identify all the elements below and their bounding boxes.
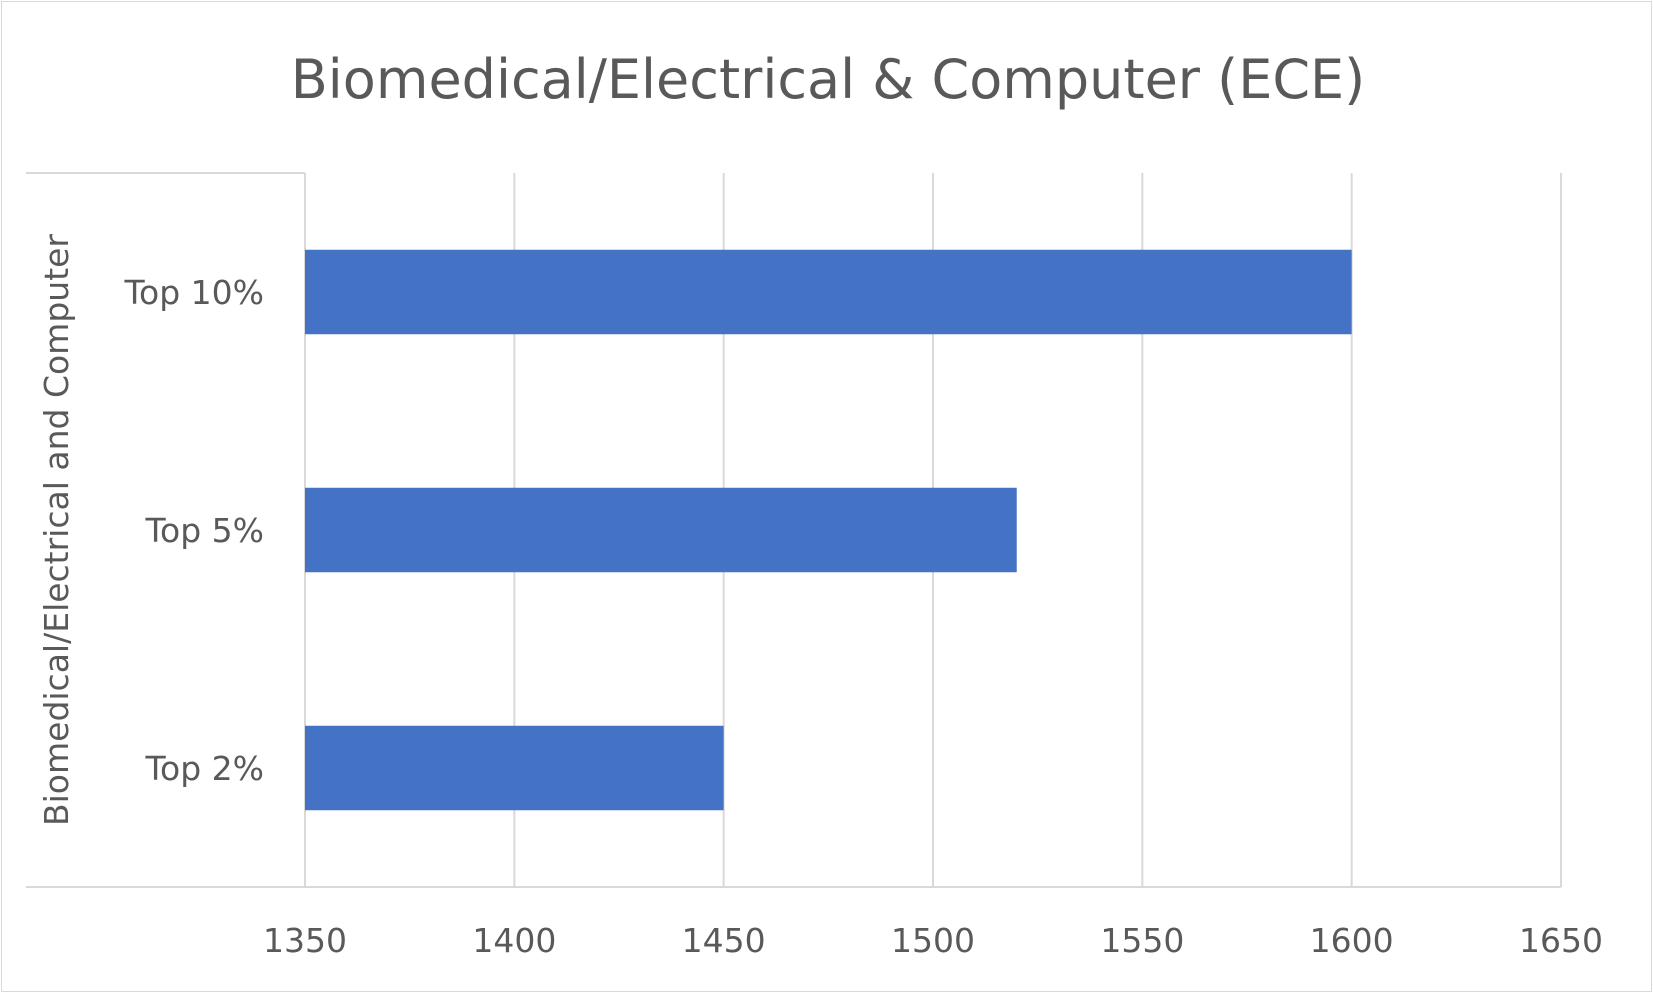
category-label: Top 5% [144, 511, 264, 550]
x-tick-label: 1650 [1519, 921, 1603, 960]
bar-top-5 [305, 487, 1017, 573]
category-label: Top 2% [144, 749, 264, 788]
bars [305, 249, 1352, 811]
x-tick-labels: 1350 1400 1450 1500 1550 1600 1650 [263, 921, 1603, 960]
x-tick-label: 1450 [682, 921, 766, 960]
bar-top-2 [305, 725, 724, 811]
group-axis-label: Biomedical/Electrical and Computer [37, 234, 76, 826]
category-label: Top 10% [123, 273, 264, 312]
bar-top-10 [305, 249, 1352, 335]
x-tick-label: 1600 [1310, 921, 1394, 960]
x-tick-label: 1500 [891, 921, 975, 960]
x-tick-label: 1400 [472, 921, 556, 960]
x-tick-label: 1550 [1100, 921, 1184, 960]
axis-lines [26, 172, 1561, 888]
x-tick-label: 1350 [263, 921, 347, 960]
chart-title: Biomedical/Electrical & Computer (ECE) [291, 48, 1366, 111]
category-labels: Top 10% Top 5% Top 2% [123, 273, 264, 788]
